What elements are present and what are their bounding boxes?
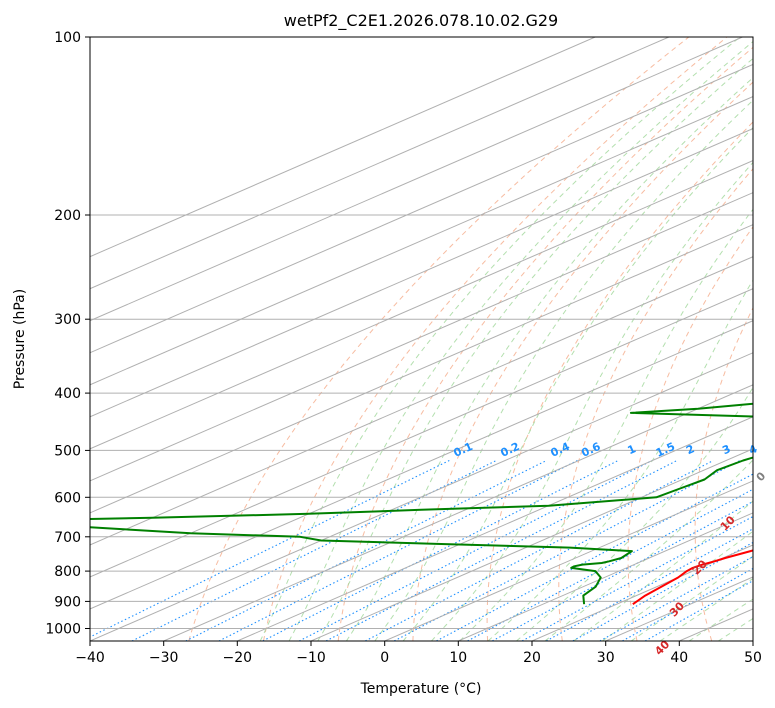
isotherm-line xyxy=(90,37,596,258)
x-tick-label: 30 xyxy=(597,650,615,666)
isotherm-line xyxy=(237,416,753,641)
x-tick-label: 50 xyxy=(744,650,762,666)
x-tick-label: 20 xyxy=(523,650,541,666)
mixing-ratio-line xyxy=(365,460,714,641)
mixing-ratio-line xyxy=(436,473,753,641)
moist-adiabat-line xyxy=(459,208,753,641)
isotherm-line xyxy=(90,288,753,578)
dry-adiabat-line xyxy=(627,226,753,641)
x-tick-label: −30 xyxy=(149,650,179,666)
moist-adiabat-line xyxy=(345,77,753,641)
y-tick-label: 700 xyxy=(54,530,81,546)
mixing-ratio-line xyxy=(521,515,753,641)
plot-area xyxy=(90,37,753,641)
x-tick-label: −40 xyxy=(75,650,105,666)
isotherm-line xyxy=(90,63,753,354)
dry-adiabat-line xyxy=(694,306,753,641)
mixing-ratio-line xyxy=(90,460,450,638)
y-tick-label: 1000 xyxy=(45,622,81,638)
chart-title: wetPf2_C2E1.2026.078.10.02.G29 xyxy=(284,11,558,31)
dry-adiabat-line xyxy=(337,46,753,641)
isotherm-line xyxy=(458,512,753,641)
isotherm-line xyxy=(384,480,753,641)
mixing-ratio-line xyxy=(325,460,678,641)
moist-adiabat-line xyxy=(317,57,753,641)
mixing-ratio-line xyxy=(185,460,547,641)
isotherm-line xyxy=(90,224,753,514)
isotherm-line xyxy=(90,37,670,290)
dry-adiabats xyxy=(188,37,753,641)
y-tick-label: 400 xyxy=(54,386,81,402)
moist-adiabat-line xyxy=(544,459,753,641)
y-tick-label: 300 xyxy=(54,312,81,328)
dewpoint-profile-line xyxy=(90,402,753,605)
y-tick-label: 100 xyxy=(54,30,81,46)
mixing-ratio-line xyxy=(546,528,753,641)
isotherm-line xyxy=(90,95,753,386)
x-axis-ticks: −40 −30 −20 −10 0 10 20 30 40 50 xyxy=(75,641,762,666)
isotherm-line xyxy=(90,127,753,418)
x-tick-label: −10 xyxy=(296,650,326,666)
moist-adiabat-line xyxy=(516,386,753,641)
x-tick-label: 10 xyxy=(449,650,467,666)
isotherm-line xyxy=(163,384,753,641)
x-tick-label: 40 xyxy=(670,650,688,666)
x-axis-label: Temperature (°C) xyxy=(360,681,482,697)
moist-adiabat-line xyxy=(431,161,753,641)
moist-adiabat-line xyxy=(402,127,753,641)
x-tick-label: 0 xyxy=(380,650,389,666)
x-tick-label: −20 xyxy=(223,650,253,666)
y-tick-label: 200 xyxy=(54,208,81,224)
isotherm-line xyxy=(90,320,753,610)
dry-adiabat-line xyxy=(263,37,728,641)
isotherm-line xyxy=(90,192,753,482)
y-axis-ticks: 100 200 300 400 500 600 700 800 900 1000 xyxy=(45,30,90,638)
isotherm-line xyxy=(310,448,753,641)
moist-adiabat-line xyxy=(659,577,753,641)
isotherm-line xyxy=(90,160,753,450)
temperature-profile-line xyxy=(632,549,753,606)
y-tick-label: 600 xyxy=(54,490,81,506)
y-tick-label: 500 xyxy=(54,443,81,459)
isotherm-line xyxy=(90,37,743,322)
y-axis-label: Pressure (hPa) xyxy=(12,289,28,389)
dry-adiabat-line xyxy=(486,121,753,641)
dry-adiabat-line xyxy=(558,168,753,641)
moist-adiabat-line xyxy=(259,37,741,641)
dry-adiabat-line xyxy=(412,81,753,641)
plot-frame xyxy=(89,36,754,642)
isotherm-line xyxy=(90,256,753,546)
y-tick-label: 800 xyxy=(54,564,81,580)
moist-adiabat-line xyxy=(630,555,753,641)
moist-adiabat-line xyxy=(288,40,753,641)
sounding-profiles xyxy=(90,402,753,606)
y-tick-label: 900 xyxy=(54,594,81,610)
mixing-ratio-line xyxy=(298,460,653,641)
